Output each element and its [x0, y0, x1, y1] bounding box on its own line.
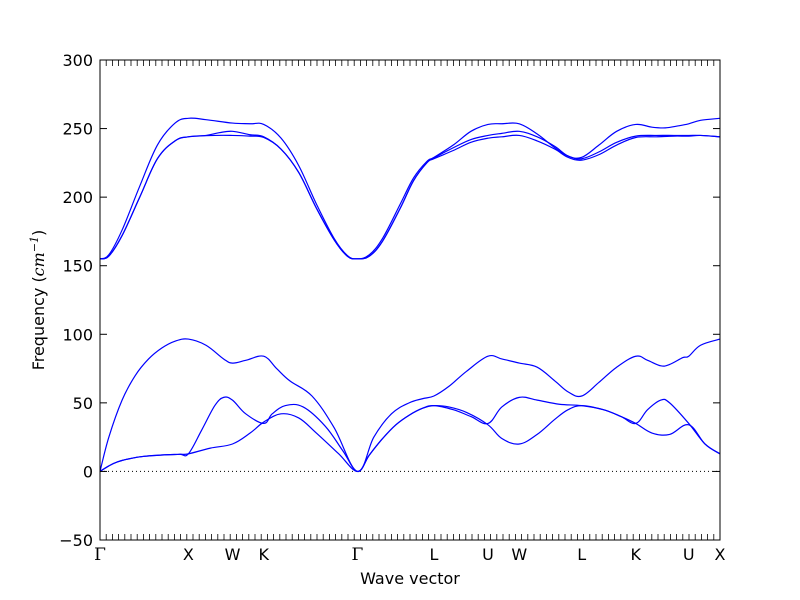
- y-tick-label: −50: [59, 531, 93, 550]
- x-tick-label: K: [258, 545, 269, 564]
- x-tick-label: Γ: [94, 545, 106, 565]
- y-axis-ticks: −50 0 50 100 150 200 250 300: [59, 51, 720, 550]
- branch-1-line: [99, 404, 721, 473]
- plot-frame: [99, 59, 721, 541]
- x-tick-label: L: [577, 545, 586, 564]
- x-tick-label: U: [683, 545, 695, 564]
- x-tick-label: X: [183, 545, 194, 564]
- y-tick-label: 300: [62, 51, 93, 70]
- y-axis-label-exponent: −1: [28, 236, 41, 252]
- axes-frame: [99, 59, 721, 541]
- y-axis-label-text: Frequency (: [29, 276, 48, 370]
- y-tick-label: 200: [62, 188, 93, 207]
- series-layer: [99, 117, 721, 473]
- y-axis-label-close: ): [29, 230, 48, 236]
- y-tick-label: 250: [62, 120, 93, 139]
- branch-6-line: [99, 117, 721, 260]
- x-axis-label: Wave vector: [360, 569, 460, 588]
- x-tick-label: W: [511, 545, 527, 564]
- branch-3-line: [99, 338, 721, 473]
- x-tick-label: W: [225, 545, 241, 564]
- axis-labels: Wave vector Frequency (cm−1): [28, 230, 460, 588]
- x-tick-label: X: [715, 545, 726, 564]
- y-axis-label-unit: cm: [29, 252, 48, 276]
- y-tick-label: 50: [73, 394, 93, 413]
- x-tick-label: Γ: [352, 545, 364, 565]
- y-tick-label: 0: [83, 462, 93, 481]
- branch-5-line: [99, 130, 721, 260]
- y-tick-label: 100: [62, 325, 93, 344]
- branch-4-line: [99, 134, 721, 260]
- y-tick-label: 150: [62, 257, 93, 276]
- y-axis-label: Frequency (cm−1): [28, 230, 48, 371]
- branch-2-line: [99, 396, 721, 473]
- x-tick-label: U: [482, 545, 494, 564]
- x-tick-label: L: [429, 545, 438, 564]
- x-tick-label: K: [630, 545, 641, 564]
